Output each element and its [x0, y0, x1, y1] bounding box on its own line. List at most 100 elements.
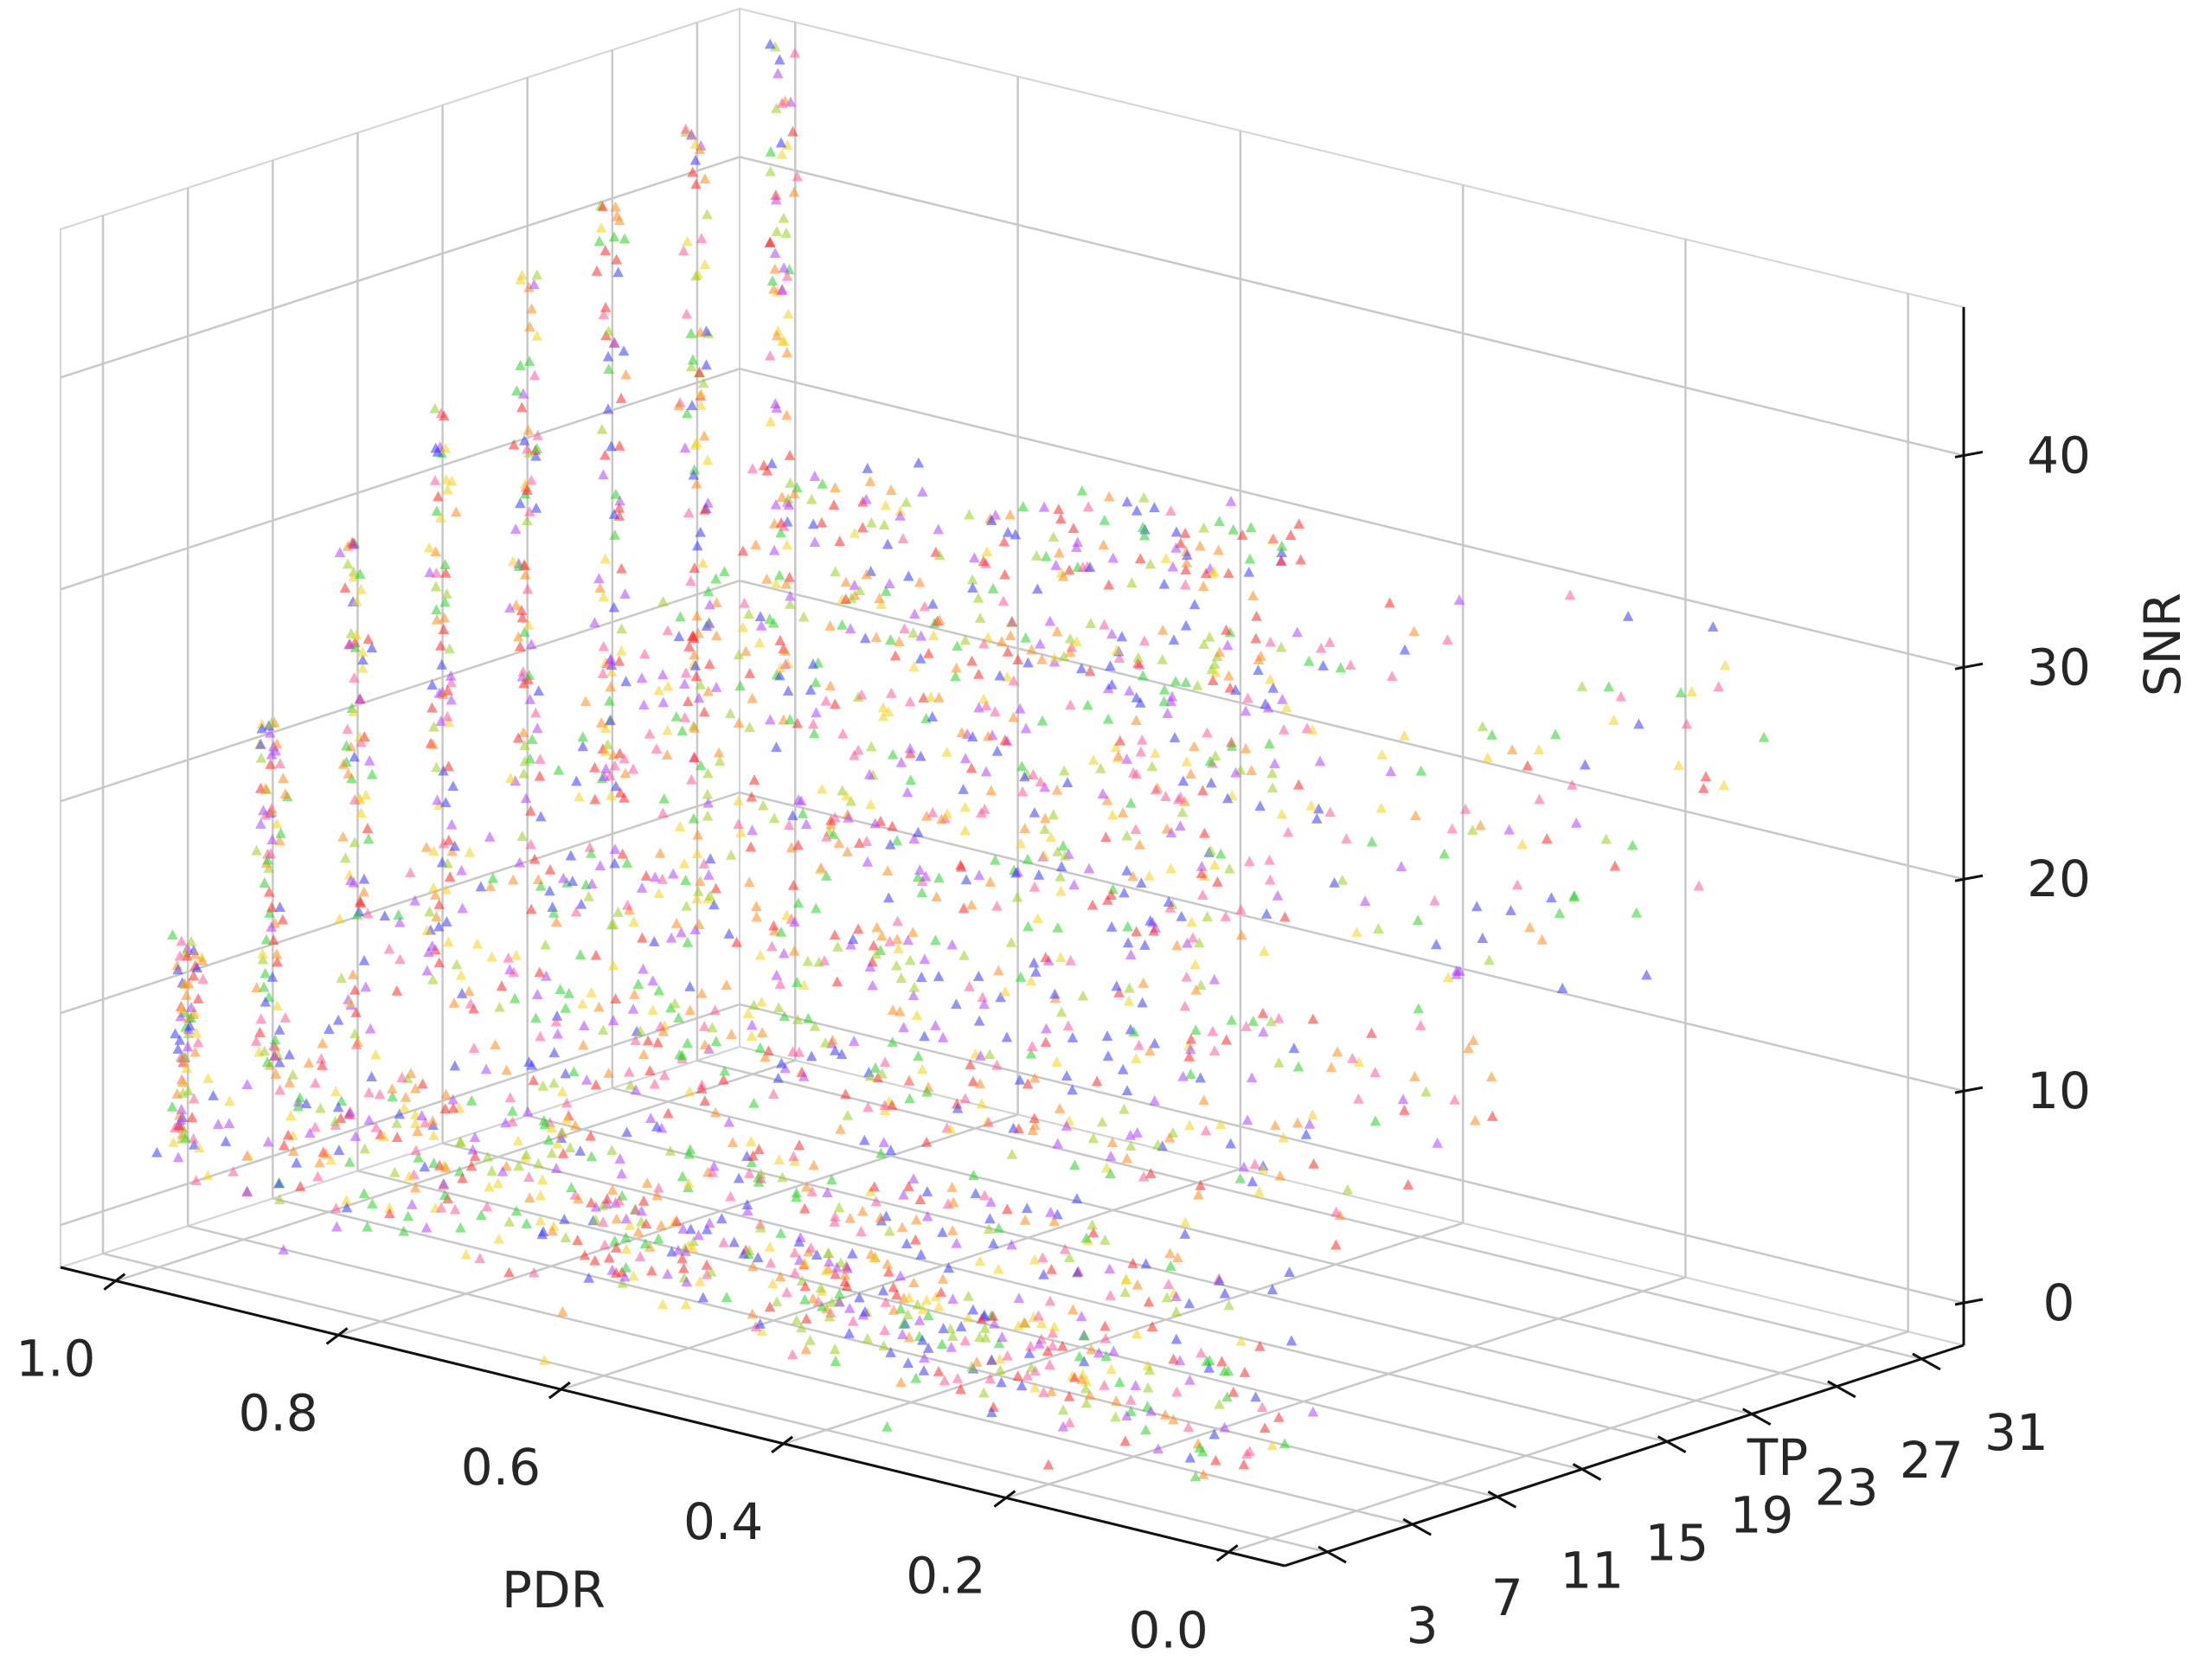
scatter-point: [951, 662, 962, 673]
scatter-point: [512, 1135, 524, 1146]
scatter-point: [1028, 957, 1040, 968]
scatter-point: [1366, 1027, 1377, 1038]
grid-line-y-floor: [527, 1114, 1752, 1415]
scatter-point: [356, 736, 367, 747]
scatter-point: [733, 649, 745, 660]
scatter-point: [733, 717, 745, 728]
scatter-point: [525, 805, 536, 816]
scatter-point: [1038, 1387, 1049, 1397]
scatter-point: [598, 308, 610, 319]
scatter-point: [952, 1372, 964, 1383]
scatter-point: [993, 1222, 1004, 1234]
scatter-point: [959, 634, 971, 645]
scatter-point: [1020, 722, 1032, 734]
scatter-point: [999, 734, 1011, 746]
scatter-point: [1121, 496, 1133, 507]
y-tick-label: 19: [1730, 1486, 1794, 1545]
scatter-point: [597, 201, 608, 212]
scatter-point: [599, 722, 612, 734]
scatter-point: [1067, 523, 1080, 534]
scatter-point: [1250, 632, 1262, 644]
scatter-point: [255, 752, 267, 763]
scatter-point: [1179, 1228, 1191, 1239]
scatter-point: [707, 1022, 718, 1033]
scatter-point: [266, 901, 278, 913]
scatter-point: [294, 1092, 306, 1103]
scatter-point: [655, 1020, 666, 1031]
scatter-point: [1159, 1408, 1171, 1420]
grid-line-x-floor: [115, 1059, 796, 1282]
scatter-point: [1121, 753, 1132, 764]
scatter-point: [678, 857, 690, 869]
scatter-point: [273, 1024, 285, 1035]
scatter-point: [535, 811, 547, 822]
scatter-point: [1046, 1263, 1057, 1274]
scatter-point: [1240, 705, 1252, 716]
scatter-point: [612, 907, 624, 917]
scatter-point: [1082, 501, 1094, 512]
scatter-point: [999, 985, 1011, 997]
scatter-point: [394, 1108, 406, 1119]
scatter-point: [1140, 1424, 1151, 1435]
scatter-point: [572, 1234, 583, 1246]
scatter-point: [1080, 1397, 1093, 1408]
scatter-point: [995, 991, 1006, 1003]
scatter-point: [1415, 765, 1427, 776]
scatter-point: [829, 1343, 841, 1355]
scatter-point: [1004, 509, 1016, 520]
scatter-point: [782, 493, 794, 503]
scatter-point: [258, 981, 270, 992]
scatter-point: [1183, 1119, 1196, 1131]
scatter-point: [783, 819, 795, 830]
scatter-point: [613, 1195, 625, 1206]
scatter-point: [694, 367, 705, 377]
scatter-point: [1038, 501, 1050, 512]
scatter-point: [895, 972, 907, 984]
scatter-point: [1075, 1311, 1087, 1322]
scatter-point: [713, 747, 725, 758]
scatter-point: [315, 1102, 326, 1113]
scatter-point: [974, 612, 986, 623]
scatter-point: [1163, 896, 1175, 907]
scatter-point: [918, 692, 929, 702]
scatter-point: [856, 1226, 867, 1236]
scatter-point: [548, 1047, 561, 1058]
scatter-point: [914, 1194, 926, 1204]
scatter-point: [514, 497, 526, 509]
scatter-point: [278, 773, 289, 784]
scatter-point: [362, 633, 374, 644]
scatter-point: [1197, 785, 1208, 796]
z-tick: [1954, 874, 1984, 882]
scatter-point: [647, 1004, 658, 1015]
scatter-point: [1139, 939, 1151, 950]
scatter-point: [550, 1016, 562, 1027]
scatter-point: [275, 827, 286, 838]
scatter-point: [1177, 1070, 1189, 1081]
scatter-point: [747, 692, 758, 703]
scatter-point: [651, 743, 663, 753]
scatter-point: [455, 1222, 466, 1233]
scatter-point: [1413, 1003, 1425, 1014]
scatter-point: [1111, 644, 1123, 655]
scatter-point: [370, 1121, 382, 1132]
scatter-point: [919, 600, 931, 612]
scatter-point: [986, 1407, 997, 1418]
scatter-point: [689, 721, 700, 733]
scatter-point: [787, 810, 798, 821]
scatter-point: [638, 963, 649, 974]
scatter-point: [612, 266, 624, 278]
scatter-point: [398, 1225, 410, 1236]
scatter-point: [584, 841, 596, 852]
scatter-point: [999, 568, 1010, 580]
scatter-point: [888, 1281, 900, 1292]
scatter-point: [555, 984, 566, 995]
scatter-point: [966, 731, 978, 742]
scatter-point: [347, 968, 359, 979]
scatter-point: [260, 996, 272, 1007]
scatter-point: [439, 567, 452, 578]
scatter-point: [1223, 862, 1235, 874]
scatter-point: [721, 1292, 733, 1303]
scatter-point: [733, 795, 744, 805]
scatter-point: [754, 949, 766, 960]
scatter-point: [487, 872, 499, 883]
